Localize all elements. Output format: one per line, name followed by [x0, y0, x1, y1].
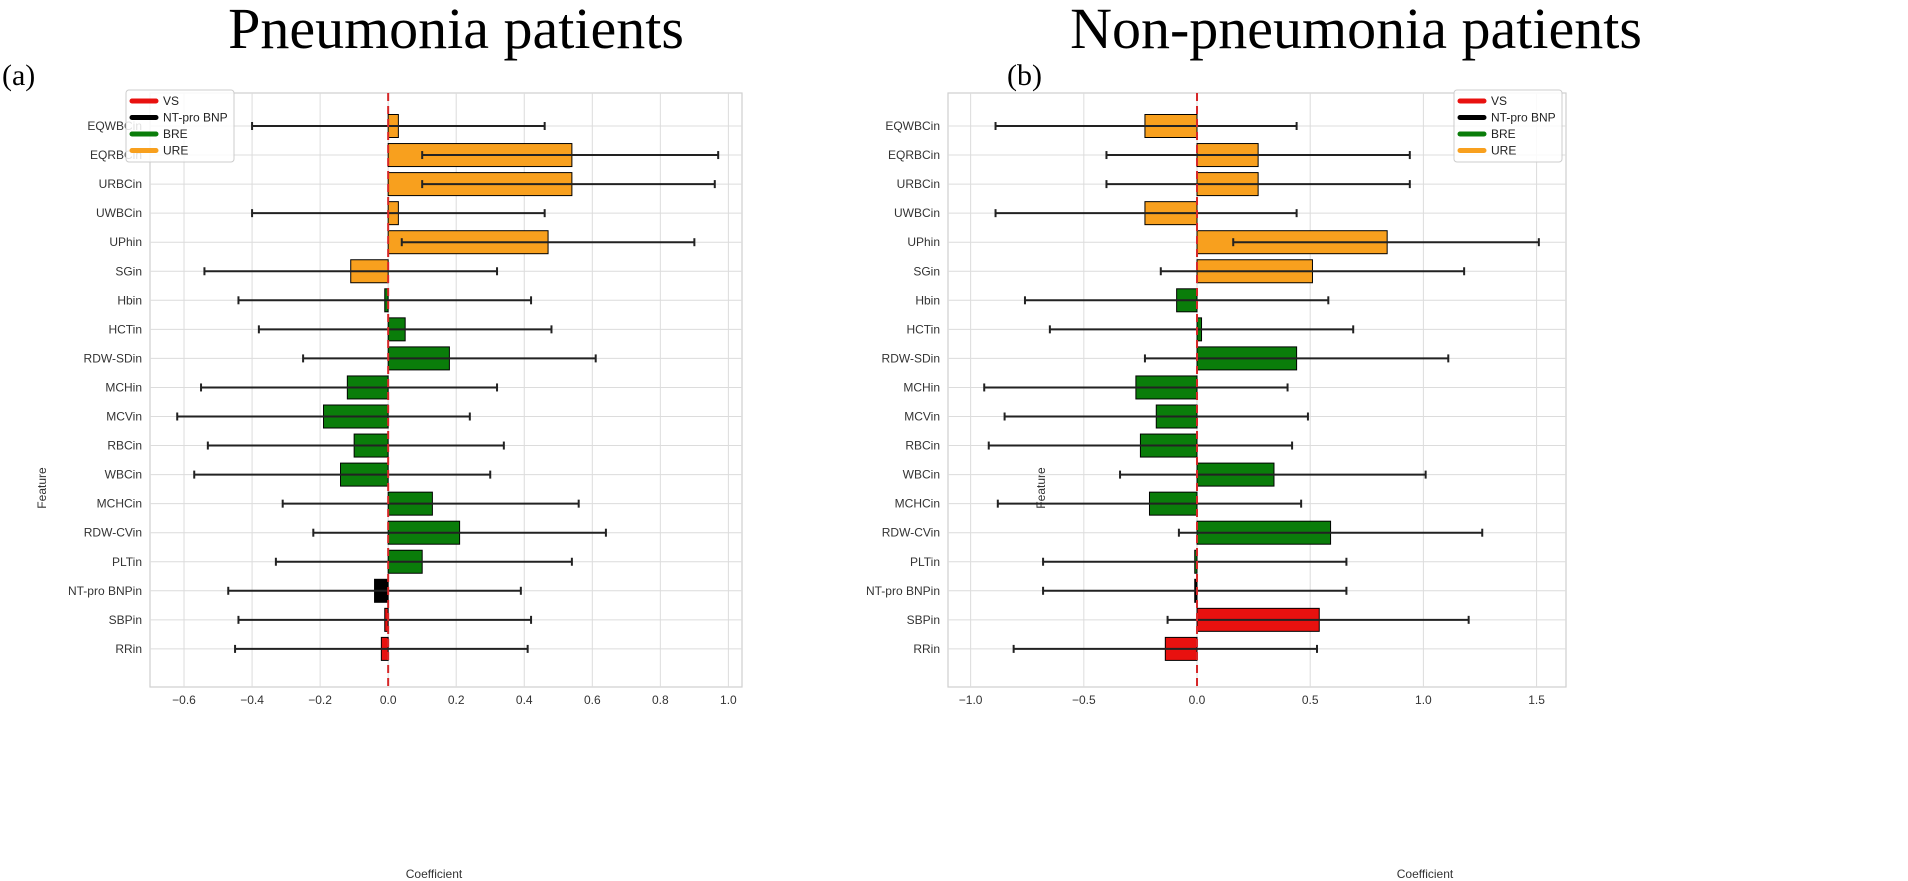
x-tick-label: 0.0	[380, 693, 397, 707]
y-tick-label: MCHCin	[895, 497, 940, 511]
y-tick-label: PLTin	[112, 555, 142, 569]
y-tick-label: SBPin	[907, 613, 940, 627]
legend-label: URE	[1491, 144, 1516, 158]
plot-area: −0.6 −0.4 −0.2 0.0 0.2 0.4 0.6 0.8 1.0EQWBCinEQR…	[68, 89, 743, 707]
y-tick-label: RDW-SDin	[882, 351, 940, 365]
x-tick-label: 0.2	[448, 693, 465, 707]
x-tick-label: −0.4	[240, 693, 264, 707]
x-tick-label: 1.0	[1415, 693, 1432, 707]
x-tick-label: 1.0	[720, 693, 737, 707]
legend-label: VS	[1491, 94, 1507, 108]
y-tick-label: RDW-CVin	[84, 526, 142, 540]
x-tick-label: 0.5	[1302, 693, 1319, 707]
chart-title: Non-pneumonia patients	[1070, 0, 1642, 61]
y-tick-label: WBCin	[903, 468, 940, 482]
legend-box	[1453, 89, 1563, 163]
y-tick-label: RDW-CVin	[882, 526, 940, 540]
x-tick-label: −1.0	[959, 693, 983, 707]
y-tick-label: SBPin	[109, 613, 142, 627]
y-tick-label: RRin	[115, 642, 142, 656]
y-tick-label: WBCin	[105, 468, 142, 482]
legend-label: BRE	[1491, 127, 1516, 141]
y-tick-label: RBCin	[905, 439, 940, 453]
y-axis-label: Feature	[1034, 467, 1048, 509]
legend-label: NT-pro BNP	[163, 111, 228, 125]
x-axis-label: Coefficient	[1397, 867, 1454, 881]
y-tick-label: UWBCin	[894, 206, 940, 220]
y-tick-label: MCVin	[904, 410, 940, 424]
y-tick-label: MCVin	[106, 410, 142, 424]
x-tick-label: −0.6	[172, 693, 196, 707]
panel-label: (b)	[1007, 59, 1042, 92]
chart-title: Pneumonia patients	[228, 0, 684, 61]
y-tick-label: HCTin	[108, 322, 142, 336]
y-tick-label: RRin	[913, 642, 940, 656]
y-tick-label: UPhin	[907, 235, 940, 249]
y-tick-label: Hbin	[117, 293, 142, 307]
x-tick-label: −0.5	[1072, 693, 1096, 707]
legend-label: NT-pro BNP	[1491, 111, 1556, 125]
plot-frame	[149, 92, 743, 688]
y-tick-label: MCHin	[903, 380, 940, 394]
y-axis-label: Feature	[35, 467, 49, 509]
plot-frame	[947, 92, 1567, 688]
y-tick-label: RDW-SDin	[84, 351, 142, 365]
y-tick-label: MCHCin	[97, 497, 142, 511]
y-tick-label: SGin	[115, 264, 142, 278]
y-tick-label: URBCin	[897, 177, 940, 191]
x-tick-label: 0.4	[516, 693, 533, 707]
y-tick-label: NT-pro BNPin	[866, 584, 940, 598]
legend-box	[125, 89, 235, 163]
y-tick-label: SGin	[913, 264, 940, 278]
y-tick-label: UPhin	[109, 235, 142, 249]
y-tick-label: RBCin	[107, 439, 142, 453]
y-tick-label: UWBCin	[96, 206, 142, 220]
y-tick-label: HCTin	[906, 322, 940, 336]
y-tick-label: URBCin	[99, 177, 142, 191]
x-tick-label: 1.5	[1528, 693, 1545, 707]
legend-label: BRE	[163, 127, 188, 141]
y-tick-label: PLTin	[910, 555, 940, 569]
y-tick-label: MCHin	[105, 380, 142, 394]
panel-label: (a)	[2, 59, 35, 92]
y-tick-label: EQWBCin	[885, 119, 940, 133]
x-axis-label: Coefficient	[406, 867, 463, 881]
panel-a: Pneumonia patients (a) Coefficient Featu…	[2, 0, 743, 881]
y-tick-label: Hbin	[915, 293, 940, 307]
x-tick-label: 0.6	[584, 693, 601, 707]
y-tick-label: EQRBCin	[888, 148, 940, 162]
x-tick-label: 0.8	[652, 693, 669, 707]
panel-b: Non-pneumonia patients (b) Coefficient F…	[866, 0, 1642, 881]
y-tick-label: NT-pro BNPin	[68, 584, 142, 598]
plot-area: −1.0 −0.5 0.0 0.5 1.0 1.5 EQWBCin EQRBCin URBCin…	[866, 89, 1567, 707]
x-tick-label: 0.0	[1189, 693, 1206, 707]
legend-label: VS	[163, 94, 179, 108]
x-tick-label: −0.2	[308, 693, 332, 707]
legend-label: URE	[163, 144, 188, 158]
